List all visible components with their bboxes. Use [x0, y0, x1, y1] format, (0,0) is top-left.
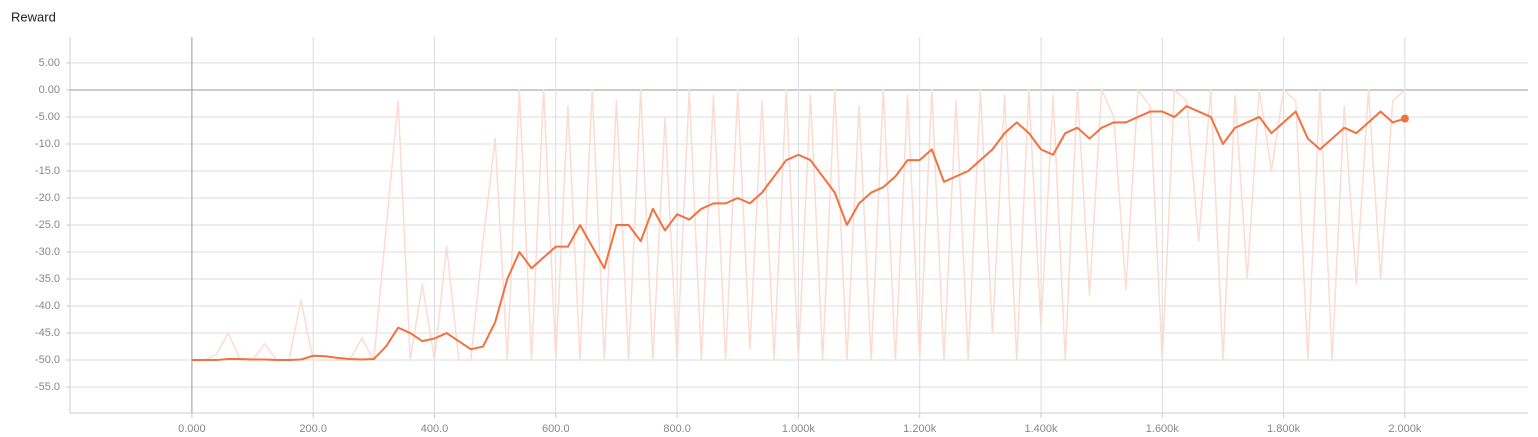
series-line: [191, 105, 1406, 362]
x-tick-label: 200.0: [299, 423, 327, 435]
y-tick-label: -30.0: [35, 246, 60, 258]
x-tick-label: 1.600k: [1146, 423, 1180, 435]
y-tick-label: -15.0: [35, 165, 60, 177]
series-line: [191, 89, 1406, 361]
y-tick-label: -20.0: [35, 192, 60, 204]
y-tick-label: -35.0: [35, 273, 60, 285]
chart-title: Reward: [11, 9, 56, 24]
y-tick-label: -25.0: [35, 219, 60, 231]
x-tick-label: 1.400k: [1024, 423, 1058, 435]
x-tick-label: 600.0: [542, 423, 570, 435]
y-tick-label: 0.00: [39, 84, 60, 96]
y-tick-label: -40.0: [35, 300, 60, 312]
x-tick-label: 1.000k: [782, 423, 816, 435]
y-tick-label: -10.0: [35, 138, 60, 150]
y-tick-label: 5.00: [39, 57, 60, 69]
y-tick-label: -50.0: [35, 354, 60, 366]
y-tick-label: -45.0: [35, 327, 60, 339]
x-tick-label: 400.0: [421, 423, 449, 435]
y-tick-label: -55.0: [35, 381, 60, 393]
x-tick-label: 0.000: [178, 423, 206, 435]
x-tick-label: 1.200k: [903, 423, 937, 435]
x-tick-label: 2.000k: [1388, 423, 1422, 435]
y-tick-label: -5.00: [35, 111, 60, 123]
x-tick-label: 1.800k: [1267, 423, 1301, 435]
x-tick-label: 800.0: [663, 423, 691, 435]
last-point: [1400, 114, 1409, 123]
